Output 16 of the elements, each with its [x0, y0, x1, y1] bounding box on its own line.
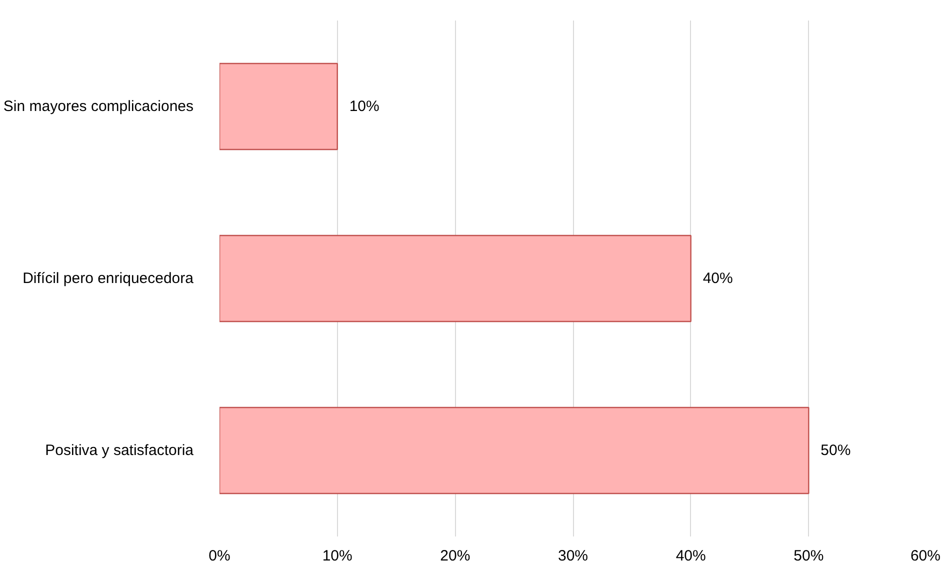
y-tick-label: Positiva y satisfactoria — [45, 442, 194, 459]
x-tick-label: 50% — [794, 548, 824, 564]
x-tick-label: 30% — [558, 548, 588, 564]
x-tick-label: 60% — [910, 548, 941, 564]
x-tick-label: 0% — [208, 548, 230, 564]
data-label: 10% — [349, 98, 380, 115]
bar — [220, 234, 692, 322]
data-label: 50% — [820, 442, 851, 459]
bar — [220, 406, 810, 494]
x-tick-label: 10% — [322, 548, 352, 564]
y-tick-label: Difícil pero enriquecedora — [22, 270, 194, 287]
y-tick-label: Sin mayores complicaciones — [3, 98, 194, 115]
data-label: 40% — [702, 270, 733, 287]
bar — [220, 62, 338, 150]
x-tick-label: 20% — [440, 548, 470, 564]
x-tick-label: 40% — [676, 548, 706, 564]
